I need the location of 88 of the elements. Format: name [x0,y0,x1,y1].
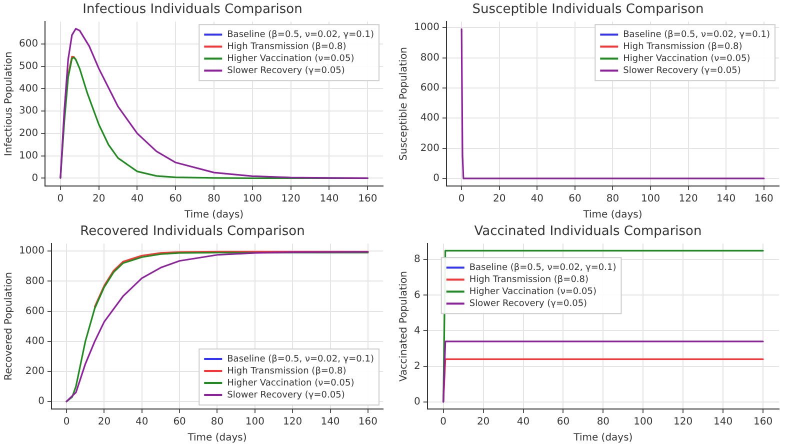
y-tick-label: 8 [414,254,420,266]
y-tick-label: 2 [414,360,420,372]
y-tick-label: 0 [38,396,44,408]
x-axis-title: Time (days) [572,432,633,444]
x-tick-label: 40 [130,194,144,205]
legend-label: Baseline (β=0.5, ν=0.02, γ=0.1) [623,30,770,40]
x-tick-label: 140 [320,194,339,205]
x-tick-label: 60 [568,194,582,205]
legend-label: High Transmission (β=0.8) [227,366,346,376]
x-tick-label: 0 [440,416,447,428]
y-axis-title: Infectious Population [4,52,15,156]
legend-label: Slower Recovery (γ=0.05) [227,390,345,400]
x-tick-label: 120 [674,416,693,428]
y-tick-label: 0 [414,396,420,408]
legend-label: Higher Vaccination (ν=0.05) [623,54,750,64]
legend-label: High Transmission (β=0.8) [623,42,742,52]
x-tick-label: 140 [320,416,340,428]
chart-title: Vaccinated Individuals Comparison [474,224,702,240]
x-tick-label: 100 [242,194,262,205]
x-tick-label: 100 [245,416,264,428]
y-tick-label: 0 [32,172,38,184]
y-tick-label: 300 [18,106,38,117]
x-tick-label: 140 [714,416,733,428]
chart-title: Recovered Individuals Comparison [80,224,305,240]
x-tick-label: 100 [640,194,660,205]
x-tick-label: 60 [173,416,186,428]
x-tick-label: 0 [57,194,64,205]
y-tick-label: 600 [25,306,44,317]
x-tick-label: 20 [98,416,111,428]
y-tick-label: 500 [18,60,38,72]
y-tick-label: 6 [414,290,420,301]
x-axis-title: Time (days) [186,432,247,444]
y-tick-label: 800 [420,52,440,64]
y-tick-label: 200 [18,128,38,140]
legend-label: High Transmission (β=0.8) [469,274,589,285]
y-tick-label: 200 [25,366,44,378]
legend-label: Slower Recovery (γ=0.05) [623,66,741,76]
x-tick-label: 160 [754,194,774,205]
legend-label: Higher Vaccination (ν=0.05) [469,286,596,297]
x-tick-label: 100 [634,416,653,428]
y-tick-label: 600 [18,38,38,50]
x-tick-label: 80 [210,416,224,428]
y-tick-label: 100 [18,150,38,162]
y-axis-title: Recovered Population [4,272,15,381]
x-tick-label: 40 [136,416,148,428]
x-tick-label: 20 [492,194,506,205]
y-tick-label: 400 [25,336,44,347]
x-tick-label: 40 [530,194,544,205]
x-tick-label: 160 [753,416,773,428]
x-axis-title: Time (days) [184,210,244,221]
x-tick-label: 40 [516,416,530,428]
legend-label: Baseline (β=0.5, ν=0.02, γ=0.1) [227,354,374,364]
x-tick-label: 140 [716,194,736,205]
y-tick-label: 200 [420,142,440,154]
legend-label: Baseline (β=0.5, ν=0.02, γ=0.1) [227,30,374,40]
x-axis-title: Time (days) [582,210,642,221]
x-tick-label: 0 [458,194,465,205]
y-tick-label: 0 [433,173,440,184]
legend-label: Higher Vaccination (ν=0.05) [227,378,354,388]
y-axis-title: Susceptible Population [398,47,410,161]
x-tick-label: 20 [476,416,490,428]
chart-title: Susceptible Individuals Comparison [472,2,704,18]
x-tick-label: 20 [92,194,106,205]
x-tick-label: 120 [281,194,300,205]
x-tick-label: 60 [169,194,182,205]
legend-label: High Transmission (β=0.8) [227,42,346,52]
x-tick-label: 120 [678,194,698,205]
legend-label: Baseline (β=0.5, ν=0.02, γ=0.1) [469,262,616,273]
chart-title: Infectious Individuals Comparison [82,2,302,18]
x-tick-label: 0 [63,416,70,428]
y-tick-label: 1000 [414,22,440,34]
legend-label: Slower Recovery (γ=0.05) [227,66,345,76]
x-tick-label: 80 [208,194,220,205]
x-tick-label: 160 [358,194,378,205]
legend-label: Slower Recovery (γ=0.05) [469,298,588,309]
x-tick-label: 80 [606,194,620,205]
y-tick-label: 600 [420,82,440,94]
x-tick-label: 160 [358,416,378,428]
y-tick-label: 1000 [18,246,44,257]
x-tick-label: 80 [596,416,610,428]
y-tick-label: 400 [18,83,38,94]
legend-label: Higher Vaccination (ν=0.05) [227,54,354,64]
y-axis-title: Vaccinated Population [398,271,410,382]
y-tick-label: 800 [25,276,44,287]
x-tick-label: 120 [283,416,302,428]
x-tick-label: 60 [556,416,570,428]
y-tick-label: 400 [420,112,440,124]
y-tick-label: 4 [414,325,420,336]
